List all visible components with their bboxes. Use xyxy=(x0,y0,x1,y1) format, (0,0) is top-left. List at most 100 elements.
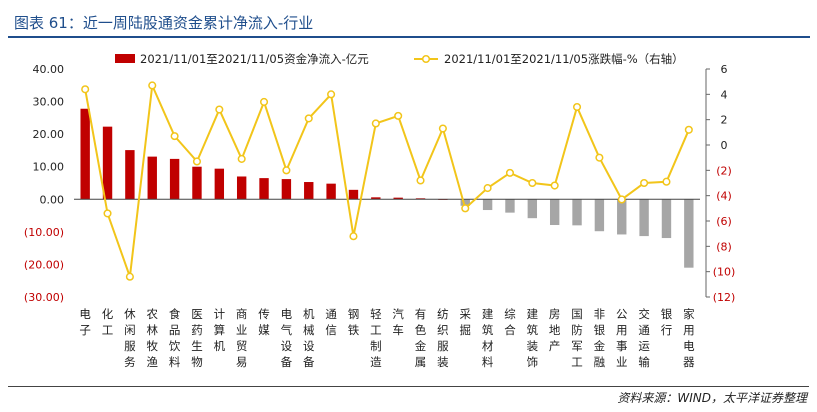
x-label-银行: 银行 xyxy=(661,307,673,337)
right-tick-label: (10) xyxy=(713,266,736,279)
bar-交通运输 xyxy=(639,199,649,237)
line-point-钢铁 xyxy=(349,232,358,241)
left-tick-label: 40.00 xyxy=(33,63,65,76)
x-label-采掘: 采掘 xyxy=(460,307,472,337)
bar-食品饮料 xyxy=(169,158,180,200)
bar-钢铁 xyxy=(348,189,359,200)
line-point-纺织服装 xyxy=(438,124,447,133)
line-point-建筑材料 xyxy=(483,184,492,193)
bar-电子 xyxy=(80,108,90,200)
right-tick-label: (12) xyxy=(713,291,736,304)
line-point-家用电器 xyxy=(684,125,693,134)
line-point-非银金融 xyxy=(595,153,604,162)
left-tick-label: 20.00 xyxy=(33,128,65,141)
bar-家用电器 xyxy=(684,199,694,268)
bar-商业贸易 xyxy=(236,176,247,200)
x-label-国防军工: 国防军工 xyxy=(571,307,583,369)
bar-房地产 xyxy=(549,199,560,226)
bar-传媒 xyxy=(259,178,269,200)
bar-公用事业 xyxy=(617,199,627,235)
x-label-有色金属: 有色金属 xyxy=(415,307,427,369)
left-tick-label: 10.00 xyxy=(33,161,65,174)
bar-国防军工 xyxy=(572,199,582,226)
x-label-公用事业: 公用事业 xyxy=(616,307,628,369)
line-point-机械设备 xyxy=(304,114,313,123)
x-label-电气设备: 电气设备 xyxy=(281,307,293,369)
line-point-房地产 xyxy=(550,181,559,190)
x-label-医药生物: 医药生物 xyxy=(191,307,203,369)
right-tick-label: 4 xyxy=(721,88,728,101)
bar-采掘 xyxy=(460,199,470,206)
x-label-钢铁: 钢铁 xyxy=(348,307,360,337)
right-tick-label: (4) xyxy=(716,190,732,203)
right-tick-label: (6) xyxy=(716,215,732,228)
line-point-商业贸易 xyxy=(237,154,246,163)
legend: 2021/11/01至2021/11/05资金净流入-亿元 2021/11/01至… xyxy=(115,52,684,66)
right-tick-label: (2) xyxy=(716,164,732,177)
source-note: 资料来源：WIND，太平洋证券整理 xyxy=(617,391,807,405)
line-point-综合 xyxy=(505,168,515,177)
x-label-化工: 化工 xyxy=(102,307,114,337)
right-tick-label: 0 xyxy=(721,139,728,152)
line-point-建筑装饰 xyxy=(528,178,537,188)
line-point-农林牧渔 xyxy=(148,81,157,90)
right-axis: (12) (10) (8) (6) (4) (2) 0 2 4 6 xyxy=(705,63,736,304)
right-tick-label: 6 xyxy=(721,63,728,76)
x-label-汽车: 汽车 xyxy=(392,307,404,337)
title-bar: 图表 61：近一周陆股通资金累计净流入-行业 xyxy=(8,6,810,38)
line-point-医药生物 xyxy=(192,157,202,166)
line-point-电子 xyxy=(81,85,90,94)
bar-化工 xyxy=(102,126,113,200)
x-label-建筑装饰: 建筑装饰 xyxy=(527,307,539,369)
line-point-传媒 xyxy=(259,97,269,106)
x-label-房地产: 房地产 xyxy=(549,307,561,353)
bars xyxy=(80,108,694,268)
x-label-食品饮料: 食品饮料 xyxy=(169,307,181,369)
x-label-传媒: 传媒 xyxy=(258,307,270,337)
bar-通信 xyxy=(326,183,336,200)
chart-title: 图表 61：近一周陆股通资金累计净流入-行业 xyxy=(14,14,314,32)
legend-swatch-bar xyxy=(115,54,135,63)
legend-swatch-marker xyxy=(421,54,431,64)
bar-建筑装饰 xyxy=(527,199,538,219)
bar-汽车 xyxy=(393,197,403,200)
bar-农林牧渔 xyxy=(147,156,157,200)
left-tick-label: (30.00) xyxy=(24,291,64,304)
line-point-计算机 xyxy=(215,105,224,114)
bar-电气设备 xyxy=(281,179,292,200)
line-point-化工 xyxy=(103,209,112,218)
line-point-银行 xyxy=(662,177,671,186)
x-label-休闲服务: 休闲服务 xyxy=(124,307,136,369)
bar-综合 xyxy=(505,199,515,213)
x-label-机械设备: 机械设备 xyxy=(303,307,315,369)
bar-机械设备 xyxy=(304,182,314,200)
x-label-交通运输: 交通运输 xyxy=(638,307,650,369)
right-tick-label: (8) xyxy=(716,240,732,253)
line-point-汽车 xyxy=(394,111,403,120)
bar-建筑材料 xyxy=(482,199,493,211)
x-label-轻工制造: 轻工制造 xyxy=(370,307,382,369)
line-point-有色金属 xyxy=(416,176,425,185)
left-axis: (30.00) (20.00) (10.00) 0.00 10.00 20.00 30.00… xyxy=(24,63,64,304)
bar-医药生物 xyxy=(192,166,202,200)
left-tick-label: (10.00) xyxy=(24,226,64,239)
left-tick-label: (20.00) xyxy=(24,258,64,271)
bar-计算机 xyxy=(214,168,225,200)
line-point-食品饮料 xyxy=(170,132,179,141)
bar-银行 xyxy=(661,199,672,239)
x-labels: 电子化工休闲服务农林牧渔食品饮料医药生物计算机商业贸易传媒电气设备机械设备通信钢… xyxy=(79,307,695,369)
line-point-通信 xyxy=(327,90,336,99)
line-point-公用事业 xyxy=(617,195,626,204)
x-label-综合: 综合 xyxy=(504,307,516,337)
line-point-轻工制造 xyxy=(371,119,380,128)
line-point-采掘 xyxy=(461,204,470,213)
x-label-农林牧渔: 农林牧渔 xyxy=(147,307,159,369)
left-tick-label: 30.00 xyxy=(33,96,65,109)
bar-休闲服务 xyxy=(125,150,135,200)
bar-非银金融 xyxy=(594,199,605,232)
line-point-国防军工 xyxy=(572,102,582,112)
line-series xyxy=(81,81,693,281)
line-path xyxy=(84,81,690,278)
x-label-电子: 电子 xyxy=(79,307,91,337)
line-point-休闲服务 xyxy=(125,272,134,281)
